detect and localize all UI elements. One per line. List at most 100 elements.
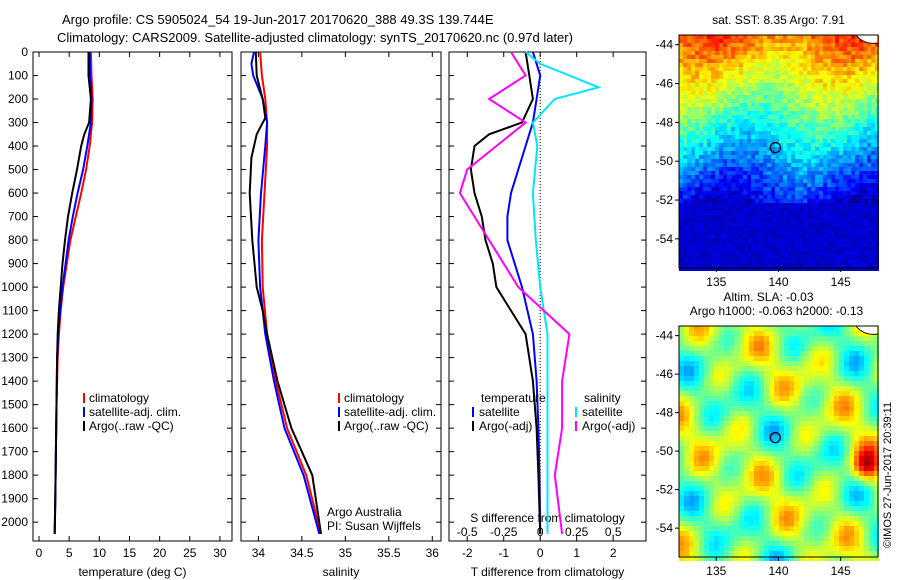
sst_map-cell (803, 55, 807, 59)
sla_map-cell (864, 431, 869, 436)
sla_map-cell (694, 346, 699, 351)
sst_map-cell (851, 39, 855, 43)
sst_map-cell (807, 243, 811, 247)
sst_map-cell (683, 55, 687, 59)
sla_map-cell (689, 401, 694, 406)
sla_map-cell (684, 516, 689, 521)
sst_map-cell (835, 51, 839, 55)
sst_map-cell (759, 211, 763, 215)
sla_map-cell (824, 456, 829, 461)
sla_map-cell (704, 341, 709, 346)
sst_map-cell (799, 259, 803, 263)
sla_map-cell (854, 516, 859, 521)
sst_map-ytick-label: -44 (656, 38, 674, 52)
sla_map-cell (824, 391, 829, 396)
sst_map-cell (787, 71, 791, 75)
sst_map-cell (783, 247, 787, 251)
sla_map-cell (744, 456, 749, 461)
sla_map-cell (689, 381, 694, 386)
sst_map-cell (867, 215, 871, 219)
sst_map-cell (759, 119, 763, 123)
sla_map-cell (819, 436, 824, 441)
sst_map-cell (695, 115, 699, 119)
sst_map-cell (799, 255, 803, 259)
sla_map-cell (719, 471, 724, 476)
sst_map-cell (823, 99, 827, 103)
sla_map-cell (789, 341, 794, 346)
sla_map-cell (844, 326, 849, 331)
sla_map-cell (774, 381, 779, 386)
sst_map-cell (683, 47, 687, 51)
sla_map-cell (714, 411, 719, 416)
sst_map-cell (807, 171, 811, 175)
sla_map-cell (869, 456, 874, 461)
sst_map-cell (827, 67, 831, 71)
sst_map-cell (739, 95, 743, 99)
sst_map-cell (843, 243, 847, 247)
sst_map-cell (683, 119, 687, 123)
sst_map-cell (699, 83, 703, 87)
sst_map-cell (827, 199, 831, 203)
sst_map-cell (799, 99, 803, 103)
sst_map-cell (739, 51, 743, 55)
sst_map-cell (683, 219, 687, 223)
sla_map-cell (849, 371, 854, 376)
sst_map-cell (719, 127, 723, 131)
sla_map-cell (719, 351, 724, 356)
sla_map-cell (709, 546, 714, 551)
sst_map-cell (727, 175, 731, 179)
sst_map-cell (691, 51, 695, 55)
sst_map-cell (795, 111, 799, 115)
sla_map-cell (679, 341, 684, 346)
sst_map-cell (731, 55, 735, 59)
sst_map-cell (847, 223, 851, 227)
sst_map-cell (827, 115, 831, 119)
sst_map-cell (771, 243, 775, 247)
sla_map-cell (834, 381, 839, 386)
sst_map-cell (751, 235, 755, 239)
sla_map-cell (809, 466, 814, 471)
sst_map-cell (867, 259, 871, 263)
sla_map-cell (814, 501, 819, 506)
sst_map-cell (815, 95, 819, 99)
sst_map-cell (871, 259, 875, 263)
sst_map-cell (707, 111, 711, 115)
sst_map-cell (743, 39, 747, 43)
sst_map-cell (863, 203, 867, 207)
sst_map-cell (747, 147, 751, 151)
sla_map-cell (769, 411, 774, 416)
sla_map-cell (819, 501, 824, 506)
sst_map-cell (727, 43, 731, 47)
sla_map-cell (709, 541, 714, 546)
sla_map-cell (809, 526, 814, 531)
sst_map-cell (815, 91, 819, 95)
sst_map-cell (707, 243, 711, 247)
sla_map-cell (689, 336, 694, 341)
sla_map-cell (709, 431, 714, 436)
sla_map-cell (869, 396, 874, 401)
sla_map-cell (874, 371, 879, 376)
sla_map-cell (699, 471, 704, 476)
sla_map-cell (819, 416, 824, 421)
sla_map-cell (719, 336, 724, 341)
sst_map-cell (811, 263, 815, 267)
sst_map-cell (707, 103, 711, 107)
sst_map-cell (795, 75, 799, 79)
sst_map-cell (847, 187, 851, 191)
sla_map-cell (789, 521, 794, 526)
sla_map-cell (764, 491, 769, 496)
sst_map-cell (707, 199, 711, 203)
sla_map-cell (729, 531, 734, 536)
sst_map-cell (735, 223, 739, 227)
sla_map-cell (724, 511, 729, 516)
sla_map-cell (694, 511, 699, 516)
sst_map-cell (815, 75, 819, 79)
sst_map-cell (707, 235, 711, 239)
sla_map-cell (824, 451, 829, 456)
sst_map-cell (711, 171, 715, 175)
sst_map-cell (747, 115, 751, 119)
sst_map-cell (819, 251, 823, 255)
sla_map-cell (849, 441, 854, 446)
sla_map-cell (749, 521, 754, 526)
sst_map-cell (747, 247, 751, 251)
